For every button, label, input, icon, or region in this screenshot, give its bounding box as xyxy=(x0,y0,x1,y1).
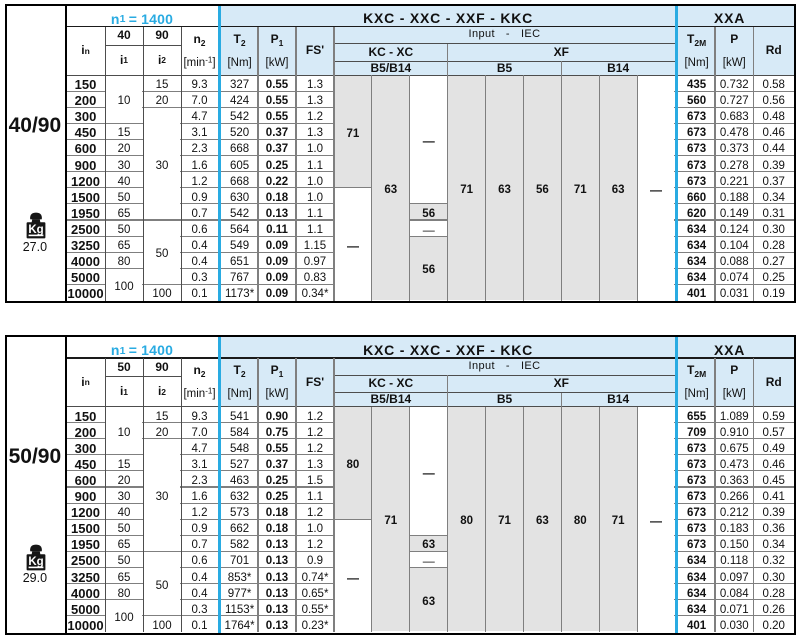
svg-text:Kg: Kg xyxy=(28,556,43,568)
svg-text:Kg: Kg xyxy=(28,224,43,236)
